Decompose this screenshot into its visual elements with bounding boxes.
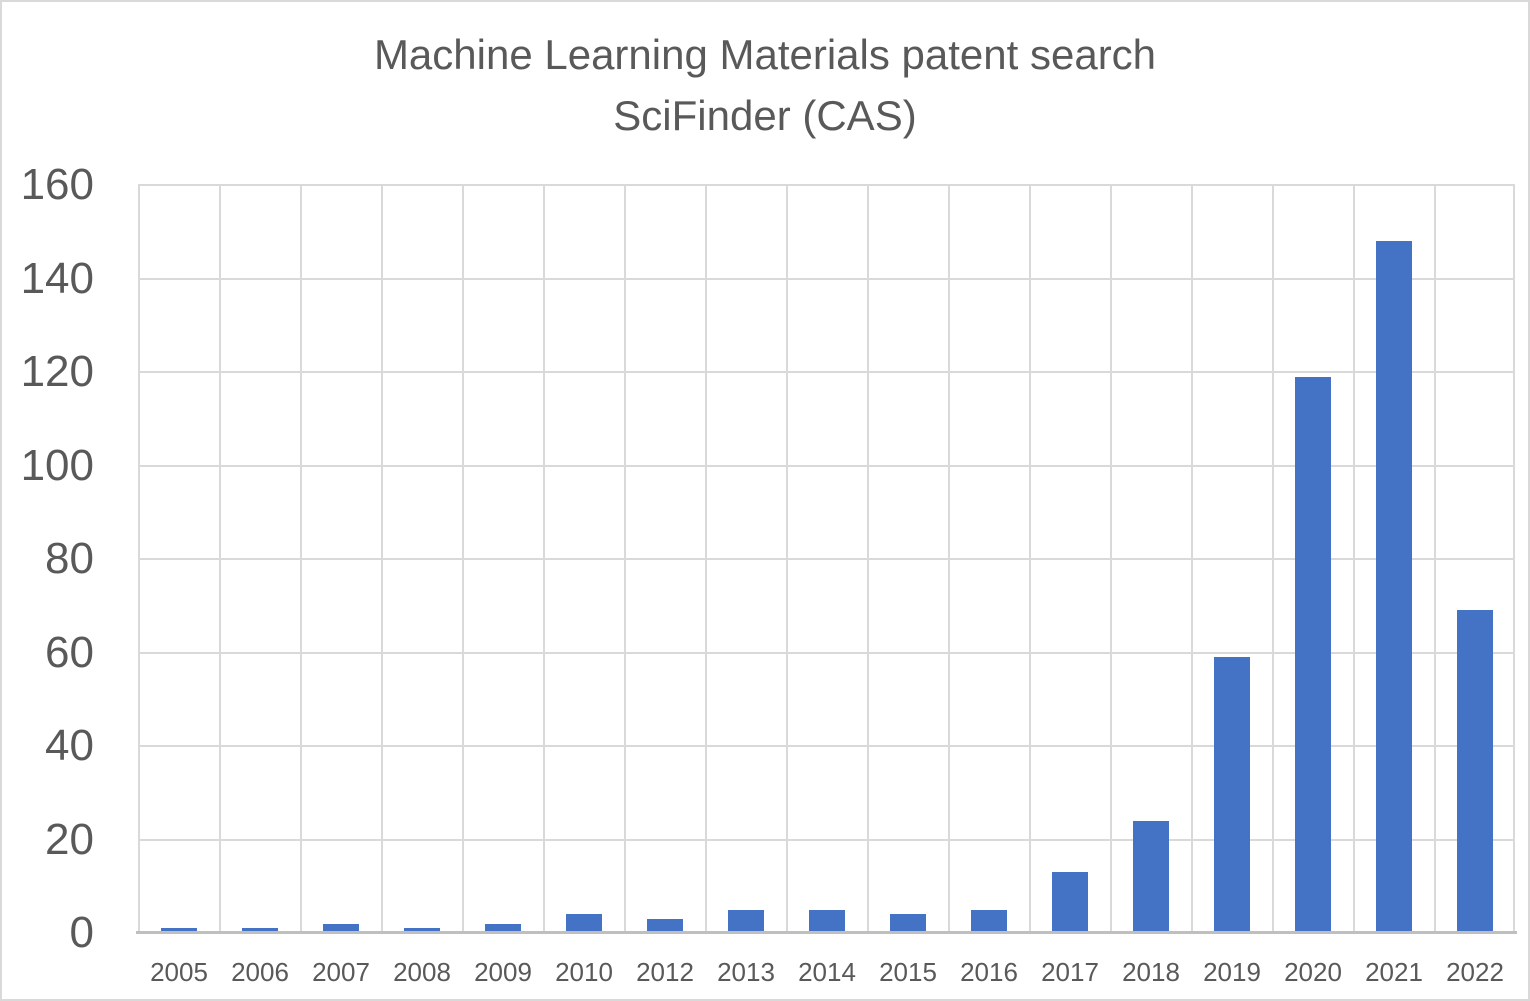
x-tick-label: 2022 (1446, 957, 1504, 987)
x-tick-label: 2009 (474, 957, 532, 987)
y-tick-label: 0 (69, 908, 94, 957)
bar-2016 (971, 910, 1007, 933)
chart-title-line2: SciFinder (CAS) (613, 92, 917, 139)
gridline-vertical (300, 185, 302, 933)
bar-2021 (1376, 241, 1412, 933)
x-axis: 2005 2006 2007 2008 2009 2010 2012 2013 2014 2015… (2, 957, 1528, 991)
y-tick-label: 120 (20, 347, 94, 396)
bar-2012 (647, 919, 683, 933)
x-tick-label: 2017 (1041, 957, 1099, 987)
bar-2008 (404, 928, 440, 933)
gridline-vertical (219, 185, 221, 933)
y-tick-label: 160 (20, 160, 94, 209)
gridline-vertical (624, 185, 626, 933)
chart-title: Machine Learning Materials patent search… (2, 24, 1528, 146)
bar-2015 (890, 914, 926, 933)
gridline-horizontal (138, 838, 1515, 841)
x-tick-label: 2019 (1203, 957, 1261, 987)
gridline-horizontal (138, 277, 1515, 280)
bar-2022 (1457, 610, 1493, 933)
x-tick-label: 2012 (636, 957, 694, 987)
gridline-vertical (948, 185, 950, 933)
bar-2010 (566, 914, 602, 933)
gridline-vertical (786, 185, 788, 933)
y-axis: 0 20 40 60 80 100 120 140 160 (2, 2, 94, 999)
bar-2006 (242, 928, 278, 933)
y-tick-label: 80 (45, 534, 94, 583)
x-tick-label: 2021 (1365, 957, 1423, 987)
bar-2018 (1133, 821, 1169, 933)
bar-2019 (1214, 657, 1250, 933)
bar-2005 (161, 928, 197, 933)
bar-2013 (728, 910, 764, 933)
gridline-horizontal (138, 651, 1515, 654)
bar-2007 (323, 924, 359, 933)
y-tick-label: 140 (20, 254, 94, 303)
x-tick-label: 2018 (1122, 957, 1180, 987)
x-tick-label: 2010 (555, 957, 613, 987)
gridline-vertical (381, 185, 383, 933)
plot-area (136, 184, 1517, 934)
gridline-horizontal (138, 464, 1515, 467)
gridline-vertical (1272, 185, 1274, 933)
gridline-vertical (705, 185, 707, 933)
x-tick-label: 2006 (231, 957, 289, 987)
y-tick-label: 100 (20, 441, 94, 490)
gridline-vertical (1513, 185, 1515, 933)
x-tick-label: 2007 (312, 957, 370, 987)
bar-2020 (1295, 377, 1331, 933)
bar-2009 (485, 924, 521, 933)
x-tick-label: 2005 (150, 957, 208, 987)
gridline-vertical (138, 185, 140, 933)
gridline-vertical (1029, 185, 1031, 933)
gridline-vertical (1434, 185, 1436, 933)
gridline-vertical (1191, 185, 1193, 933)
chart-title-line1: Machine Learning Materials patent search (373, 31, 1157, 78)
x-tick-label: 2008 (393, 957, 451, 987)
x-tick-label: 2014 (798, 957, 856, 987)
gridline-vertical (543, 185, 545, 933)
x-tick-label: 2013 (717, 957, 775, 987)
bar-2017 (1052, 872, 1088, 933)
bar-2014 (809, 910, 845, 933)
gridline-vertical (462, 185, 464, 933)
gridline-vertical (1353, 185, 1355, 933)
x-tick-label: 2016 (960, 957, 1018, 987)
x-tick-label: 2015 (879, 957, 937, 987)
gridline-horizontal (138, 745, 1515, 747)
x-tick-label: 2020 (1284, 957, 1342, 987)
gridline-horizontal (138, 184, 1515, 186)
y-tick-label: 60 (45, 628, 94, 677)
gridline-vertical (1110, 185, 1112, 933)
y-tick-label: 20 (45, 815, 94, 864)
gridline-horizontal (138, 558, 1515, 560)
gridline-vertical (867, 185, 869, 933)
y-tick-label: 40 (45, 721, 94, 770)
x-axis-line (136, 931, 1517, 934)
gridline-horizontal (138, 371, 1515, 373)
